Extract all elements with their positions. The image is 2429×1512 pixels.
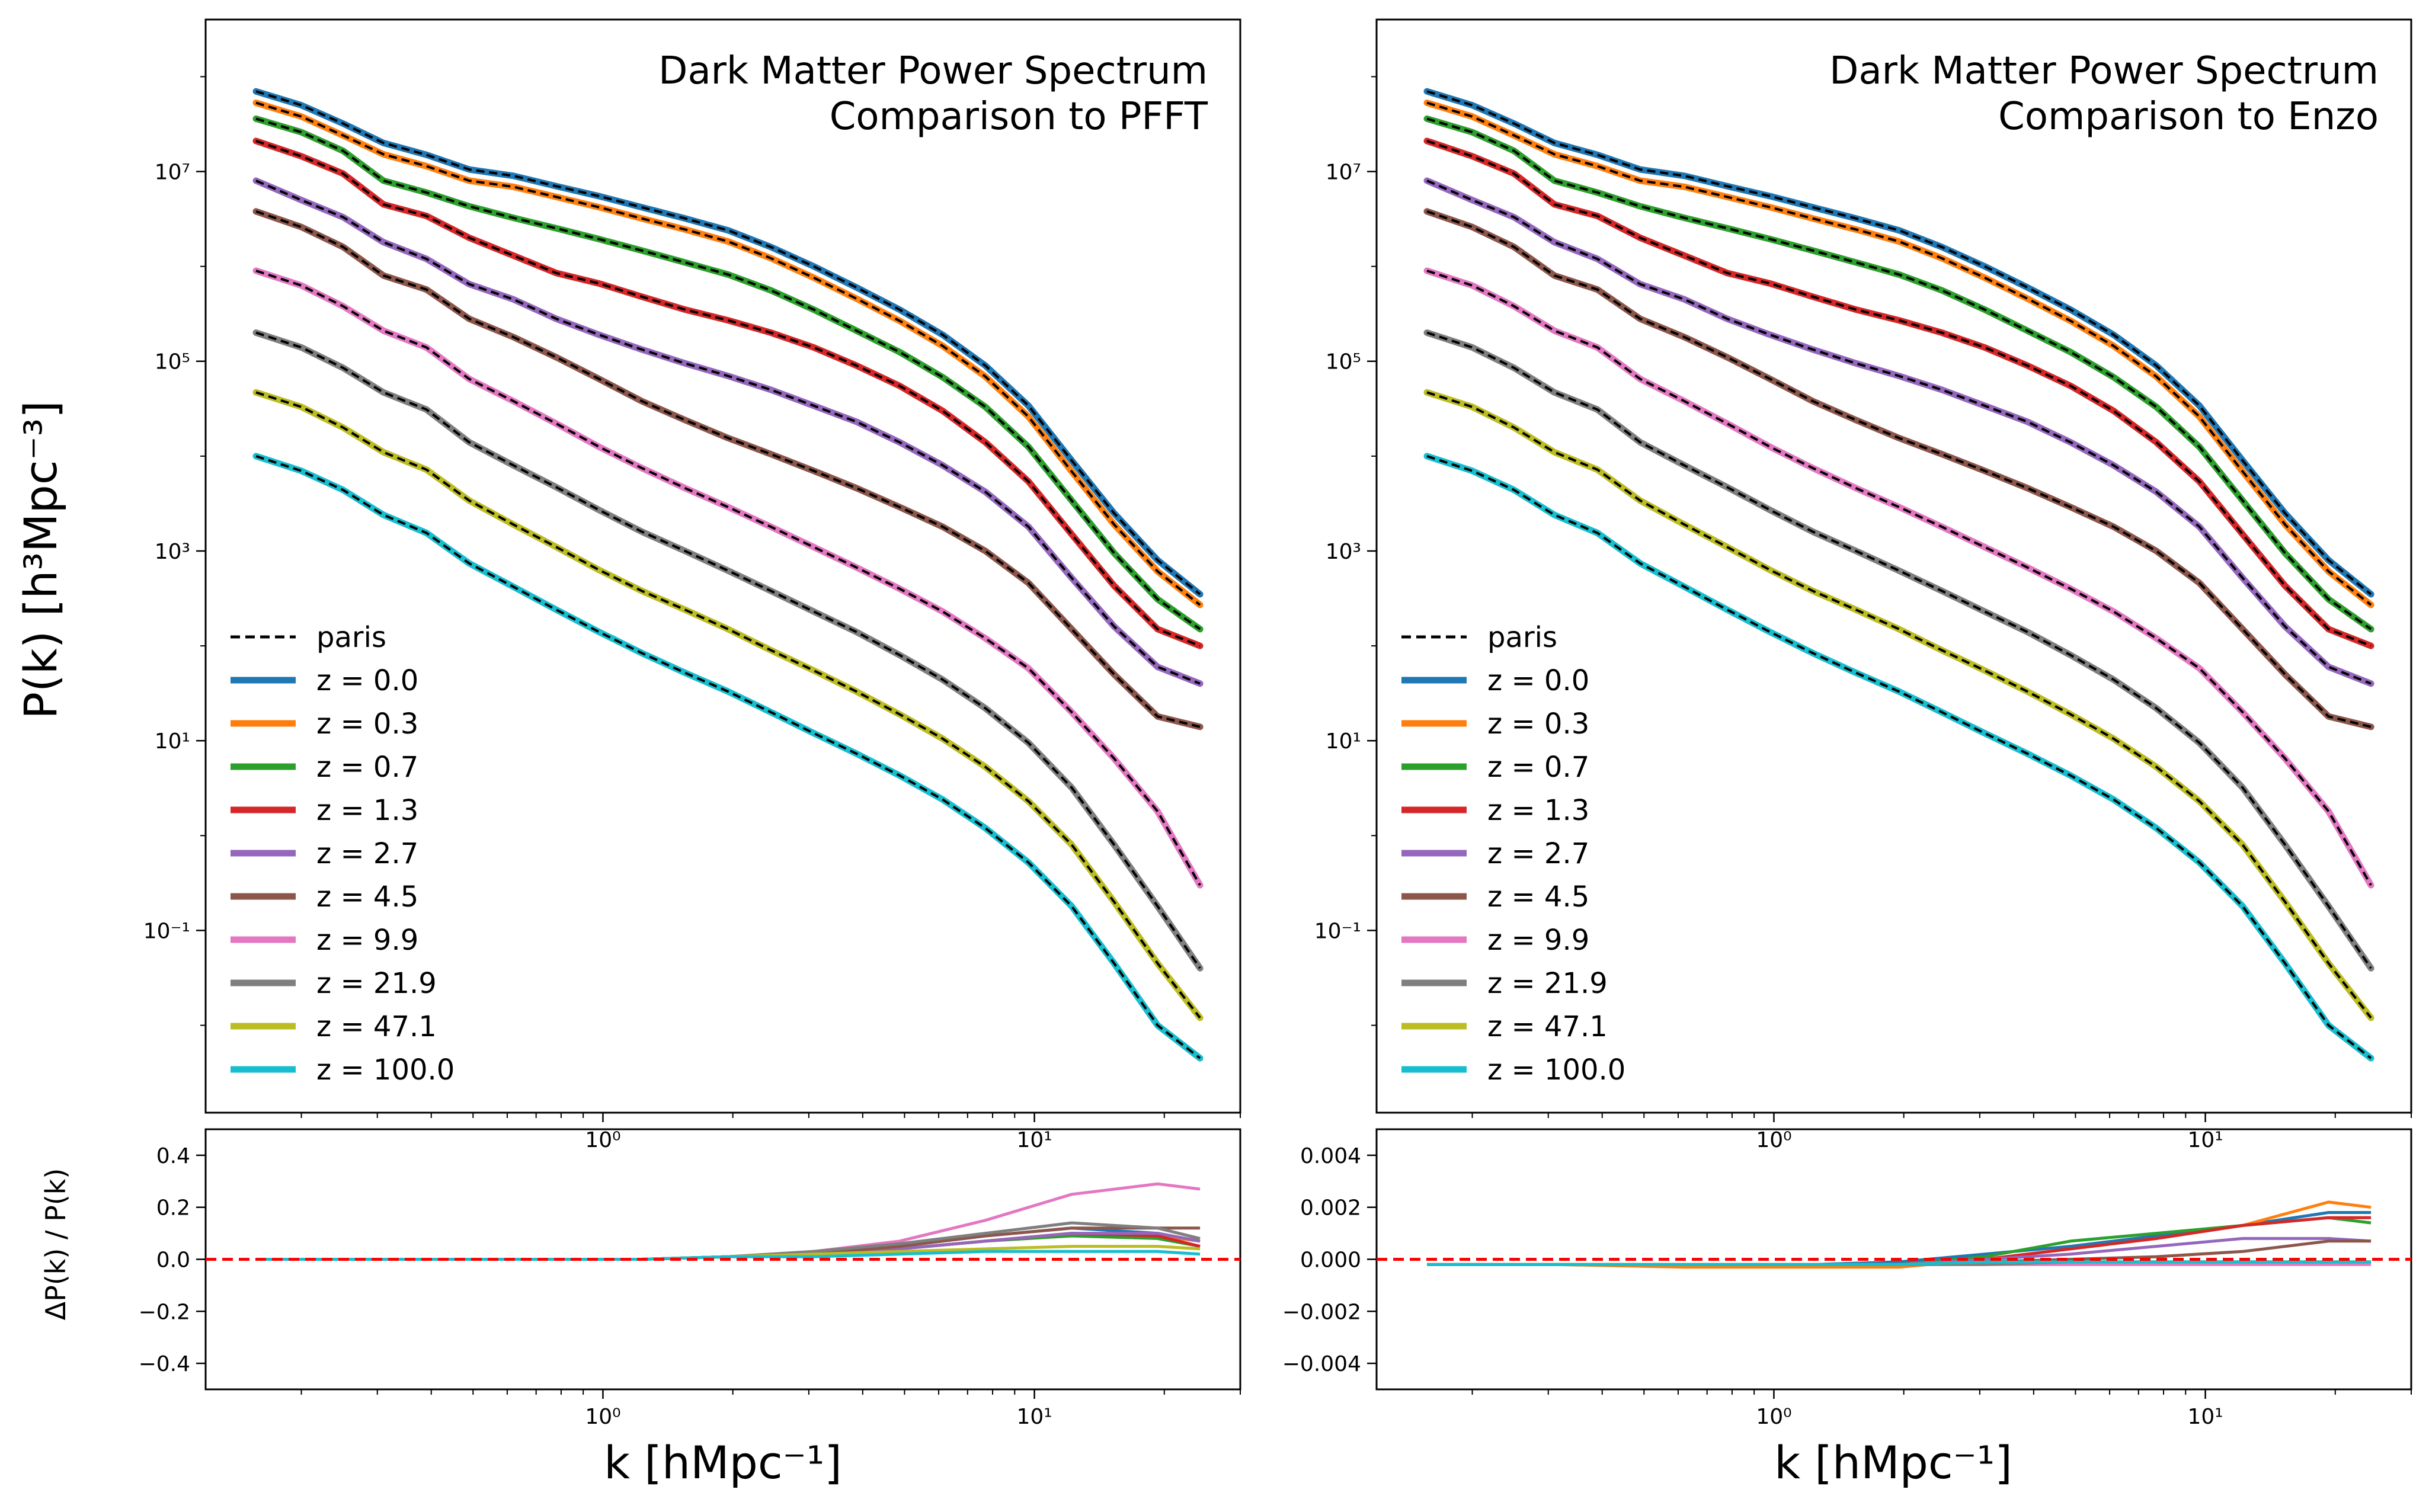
top-right-legend-label-8: z = 47.1	[1487, 1010, 1608, 1043]
top-right-paris-reference-line-4	[1426, 180, 2372, 685]
top-left-legend-label-3: z = 1.3	[316, 794, 418, 827]
top-left-title: Dark Matter Power Spectrum	[658, 49, 1208, 93]
bottom-left-y-tick-label: −0.2	[139, 1300, 190, 1324]
bottom-left-x-tick-label: 10¹	[1016, 1405, 1052, 1429]
top-left-legend-label-0: z = 0.0	[316, 664, 418, 697]
top-left-legend-label-paris: paris	[316, 621, 386, 654]
top-left-x-tick-label: 10⁰	[585, 1128, 620, 1152]
top-left-legend-label-9: z = 100.0	[316, 1053, 455, 1087]
top-right-paris-reference-line-0	[1426, 90, 2372, 595]
top-right-legend-label-2: z = 0.7	[1487, 751, 1589, 784]
bottom-right-x-tick-label: 10⁰	[1756, 1405, 1791, 1429]
top-right-paris-reference-line-1	[1426, 101, 2372, 606]
bottom-left-y-tick-label: 0.4	[156, 1144, 190, 1168]
top-left-paris-reference-line-7	[255, 331, 1201, 969]
bottom-ylabel: ΔP(k) / P(k)	[40, 1168, 72, 1321]
top-left-paris-reference-line-6	[255, 270, 1201, 886]
top-left-paris-reference-line-0	[255, 90, 1201, 595]
top-right-legend-label-7: z = 21.9	[1487, 967, 1608, 1000]
top-right-y-tick-label: 10³	[1326, 540, 1361, 564]
bottom-left-x-tick-label: 10⁰	[585, 1405, 620, 1429]
top-right-legend-label-4: z = 2.7	[1487, 837, 1589, 870]
top-right-paris-reference-line-7	[1426, 331, 2372, 969]
top-right-x-tick-label: 10¹	[2187, 1128, 2223, 1152]
top-right-legend-label-6: z = 9.9	[1487, 924, 1589, 957]
top-right-paris-reference-line-8	[1426, 391, 2372, 1019]
bottom-right-y-tick-label: 0.002	[1300, 1196, 1361, 1221]
top-left-paris-reference-line-8	[255, 391, 1201, 1019]
top-ylabel: P(k) [h³Mpc⁻³]	[14, 401, 67, 719]
top-right-y-tick-label: 10⁷	[1326, 161, 1361, 185]
plot-layer: 10⁰ 10¹ 10⁻¹ 10¹ 10³ 10⁵ 10⁷ Dark Matter Power …	[139, 18, 2412, 1429]
bottom-left-y-tick-label: 0.0	[156, 1248, 190, 1273]
top-right-paris-reference-line-6	[1426, 270, 2372, 886]
top-right-frame	[1375, 18, 2412, 1114]
bottom-right-y-tick-label: 0.000	[1300, 1248, 1361, 1273]
top-left-legend-label-1: z = 0.3	[316, 707, 418, 741]
top-right-paris-reference-line-2	[1426, 117, 2372, 630]
top-right-paris-reference-line-3	[1426, 140, 2372, 647]
top-right-paris-reference-line-5	[1426, 210, 2372, 728]
top-left-legend-label-2: z = 0.7	[316, 751, 418, 784]
bottom-right-y-tick-label: −0.002	[1282, 1300, 1361, 1324]
top-left-y-tick-label: 10¹	[155, 729, 190, 754]
top-right-legend-label-5: z = 4.5	[1487, 880, 1589, 914]
top-right-y-tick-label: 10¹	[1326, 729, 1361, 754]
top-right-legend-label-paris: paris	[1487, 621, 1557, 654]
right-xlabel: k [hMpc⁻¹]	[1774, 1436, 2012, 1489]
top-right-x-tick-label: 10⁰	[1756, 1128, 1791, 1152]
left-xlabel: k [hMpc⁻¹]	[604, 1436, 842, 1489]
top-left-x-tick-label: 10¹	[1016, 1128, 1052, 1152]
top-right-subtitle: Comparison to Enzo	[1998, 95, 2379, 139]
top-left-paris-reference-line-3	[255, 140, 1201, 647]
bottom-left-y-tick-label: 0.2	[156, 1196, 190, 1221]
top-left-paris-reference-line-2	[255, 117, 1201, 630]
top-right-title: Dark Matter Power Spectrum	[1829, 49, 2379, 93]
top-left-legend-label-5: z = 4.5	[316, 880, 418, 914]
top-right-paris-reference-line-9	[1426, 454, 2372, 1059]
top-left-paris-reference-line-5	[255, 210, 1201, 728]
top-right-legend-label-1: z = 0.3	[1487, 707, 1589, 741]
top-left-legend-label-4: z = 2.7	[316, 837, 418, 870]
top-left-y-tick-label: 10³	[155, 540, 190, 564]
bottom-left-residual-line-9	[256, 1250, 1201, 1261]
bottom-right-y-tick-label: 0.004	[1300, 1144, 1361, 1168]
top-left-legend-label-8: z = 47.1	[316, 1010, 437, 1043]
top-left-legend-label-7: z = 21.9	[316, 967, 437, 1000]
top-right-y-tick-label: 10⁵	[1326, 350, 1361, 374]
top-left-y-tick-label: 10⁵	[155, 350, 190, 374]
top-left-subtitle: Comparison to PFFT	[830, 95, 1208, 139]
top-right-y-tick-label: 10⁻¹	[1314, 919, 1361, 943]
top-right-legend-label-9: z = 100.0	[1487, 1053, 1625, 1087]
bottom-left-y-tick-label: −0.4	[139, 1352, 190, 1376]
top-left-frame	[204, 18, 1241, 1114]
top-left-legend-label-6: z = 9.9	[316, 924, 418, 957]
top-left-paris-reference-line-4	[255, 180, 1201, 685]
top-right-legend-label-0: z = 0.0	[1487, 664, 1589, 697]
top-left-paris-reference-line-9	[255, 454, 1201, 1059]
top-left-y-tick-label: 10⁻¹	[143, 919, 190, 943]
top-left-paris-reference-line-1	[255, 101, 1201, 606]
bottom-right-residual-line-9	[1427, 1260, 2372, 1266]
bottom-right-x-tick-label: 10¹	[2187, 1405, 2223, 1429]
top-right-legend-label-3: z = 1.3	[1487, 794, 1589, 827]
bottom-right-y-tick-label: −0.004	[1282, 1352, 1361, 1376]
top-left-y-tick-label: 10⁷	[155, 161, 190, 185]
